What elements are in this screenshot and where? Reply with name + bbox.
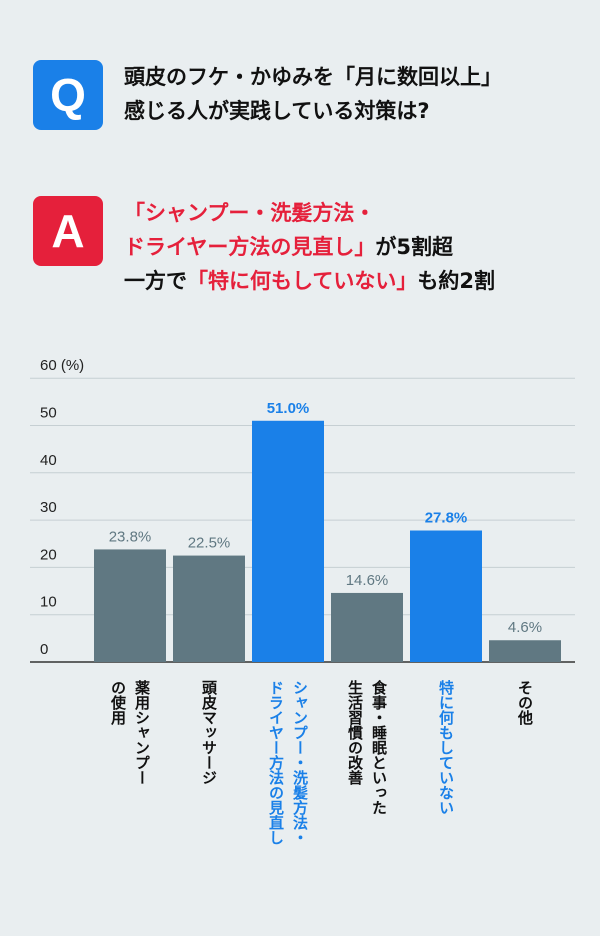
bar-value-label: 51.0% — [267, 400, 310, 417]
category-label-line: 食事・睡眠といった — [370, 680, 388, 815]
question-badge: Q — [33, 60, 103, 130]
category-label-line: ドライヤー方法の見直し — [267, 680, 285, 845]
bar-value-label: 27.8% — [425, 510, 468, 527]
answer-text-2: 一方で — [124, 269, 187, 293]
bar-value-label: 14.6% — [346, 572, 389, 589]
question-text: 頭皮のフケ・かゆみを「月に数回以上」 感じる人が実践している対策は? — [124, 60, 502, 128]
bar — [331, 592, 403, 662]
category-label-line: その他 — [516, 680, 534, 725]
bar — [410, 530, 482, 662]
y-tick-label: 0 — [40, 641, 48, 658]
category-label-line: シャンプー・洗髪方法・ — [291, 680, 309, 845]
category-label-line: 特に何もしていない — [437, 680, 455, 815]
bars — [94, 420, 561, 662]
y-tick-label: 40 — [40, 452, 57, 469]
category-label: その他 — [513, 680, 537, 725]
y-tick-label: 30 — [40, 499, 57, 516]
y-tick-label: 20 — [40, 546, 57, 563]
y-tick-label: 10 — [40, 594, 57, 611]
category-label: 食事・睡眠といった 生活習慣の改善 — [343, 680, 391, 815]
answer-line-3: 一方で「特に何もしていない」も約2割 — [124, 264, 495, 298]
category-label-line: の使用 — [109, 680, 127, 725]
bar — [94, 549, 166, 662]
category-label-line: 生活習慣の改善 — [346, 680, 364, 785]
question-line-2: 感じる人が実践している対策は? — [124, 99, 430, 123]
answer-badge: A — [33, 196, 103, 266]
bar-value-label: 4.6% — [508, 619, 542, 636]
answer-text: 「シャンプー・洗髪方法・ ドライヤー方法の見直し」が5割超 一方で「特に何もして… — [124, 196, 495, 298]
y-axis-ticks: 0 10 20 30 40 50 60 (%) — [40, 357, 84, 658]
answer-text-1: が5割超 — [375, 235, 453, 259]
value-labels: 23.8% 22.5% 51.0% 14.6% 27.8% 4.6% — [109, 400, 542, 636]
bar — [489, 640, 561, 662]
category-label: シャンプー・洗髪方法・ ドライヤー方法の見直し — [264, 680, 312, 845]
y-tick-label: 50 — [40, 405, 57, 422]
bar — [252, 420, 324, 662]
category-label-line: 薬用シャンプー — [133, 680, 151, 785]
answer-highlight-2: 「特に何もしていない」 — [187, 269, 418, 293]
category-label: 特に何もしていない — [434, 680, 458, 815]
category-label-line: 頭皮マッサージ — [200, 680, 218, 785]
answer-highlight-1: ドライヤー方法の見直し」 — [124, 235, 376, 259]
bar-value-label: 23.8% — [109, 528, 152, 545]
category-label: 薬用シャンプー の使用 — [106, 680, 154, 785]
category-label: 頭皮マッサージ — [197, 680, 221, 785]
answer-line-2: ドライヤー方法の見直し」が5割超 — [124, 230, 495, 264]
answer-text-3: も約2割 — [417, 269, 495, 293]
question-line-1: 頭皮のフケ・かゆみを「月に数回以上」 — [124, 65, 502, 89]
bar-value-label: 22.5% — [188, 535, 231, 552]
bar-chart: 0 10 20 30 40 50 60 (%) 23.8% 22.5% 51.0% 14.6% 27… — [30, 357, 575, 663]
y-tick-label: 60 (%) — [40, 357, 84, 374]
bar — [173, 555, 245, 662]
answer-line-1: 「シャンプー・洗髪方法・ — [124, 201, 376, 225]
